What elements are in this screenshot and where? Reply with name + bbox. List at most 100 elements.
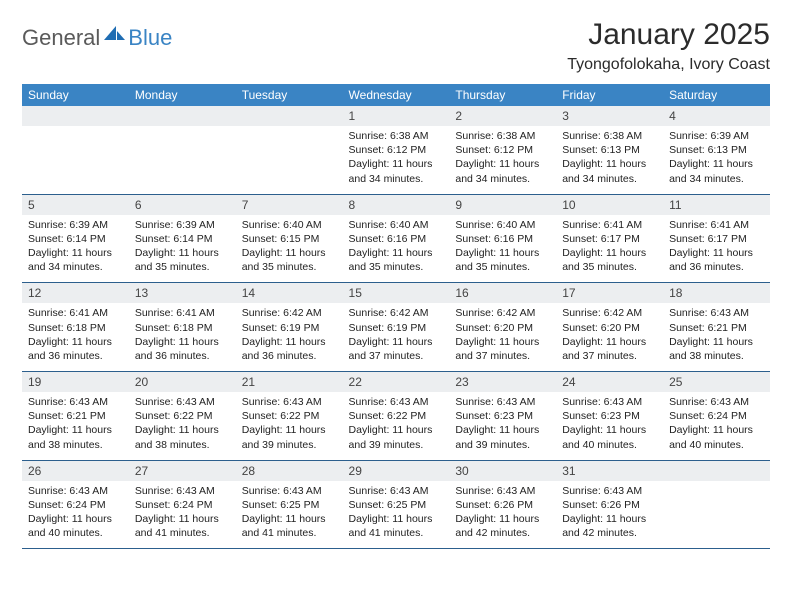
day-number: 13 xyxy=(129,283,236,303)
day-details: Sunrise: 6:41 AMSunset: 6:18 PMDaylight:… xyxy=(129,303,236,371)
sunrise-line: Sunrise: 6:43 AM xyxy=(349,395,444,409)
daylight-line: Daylight: 11 hours and 40 minutes. xyxy=(669,423,764,451)
day-cell xyxy=(22,106,129,194)
sunset-line: Sunset: 6:13 PM xyxy=(669,143,764,157)
day-number: 1 xyxy=(343,106,450,126)
day-number xyxy=(22,106,129,126)
day-details: Sunrise: 6:43 AMSunset: 6:22 PMDaylight:… xyxy=(343,392,450,460)
day-details xyxy=(129,126,236,184)
day-cell: 18Sunrise: 6:43 AMSunset: 6:21 PMDayligh… xyxy=(663,283,770,372)
sunrise-line: Sunrise: 6:43 AM xyxy=(28,484,123,498)
day-cell: 20Sunrise: 6:43 AMSunset: 6:22 PMDayligh… xyxy=(129,372,236,461)
day-cell: 30Sunrise: 6:43 AMSunset: 6:26 PMDayligh… xyxy=(449,460,556,549)
sunset-line: Sunset: 6:16 PM xyxy=(349,232,444,246)
day-number: 26 xyxy=(22,461,129,481)
day-number: 23 xyxy=(449,372,556,392)
daylight-line: Daylight: 11 hours and 41 minutes. xyxy=(349,512,444,540)
brand-logo: General Blue xyxy=(22,24,172,51)
day-cell: 22Sunrise: 6:43 AMSunset: 6:22 PMDayligh… xyxy=(343,372,450,461)
day-details: Sunrise: 6:39 AMSunset: 6:14 PMDaylight:… xyxy=(22,215,129,283)
daylight-line: Daylight: 11 hours and 35 minutes. xyxy=(242,246,337,274)
daylight-line: Daylight: 11 hours and 34 minutes. xyxy=(455,157,550,185)
day-cell: 24Sunrise: 6:43 AMSunset: 6:23 PMDayligh… xyxy=(556,372,663,461)
sunrise-line: Sunrise: 6:41 AM xyxy=(562,218,657,232)
daylight-line: Daylight: 11 hours and 37 minutes. xyxy=(455,335,550,363)
daylight-line: Daylight: 11 hours and 39 minutes. xyxy=(455,423,550,451)
title-block: January 2025 Tyongofolokaha, Ivory Coast xyxy=(567,18,770,74)
sunrise-line: Sunrise: 6:38 AM xyxy=(455,129,550,143)
day-details: Sunrise: 6:43 AMSunset: 6:21 PMDaylight:… xyxy=(663,303,770,371)
daylight-line: Daylight: 11 hours and 42 minutes. xyxy=(455,512,550,540)
day-cell: 29Sunrise: 6:43 AMSunset: 6:25 PMDayligh… xyxy=(343,460,450,549)
day-details: Sunrise: 6:41 AMSunset: 6:17 PMDaylight:… xyxy=(663,215,770,283)
sunrise-line: Sunrise: 6:43 AM xyxy=(562,395,657,409)
sunrise-line: Sunrise: 6:43 AM xyxy=(562,484,657,498)
day-details: Sunrise: 6:42 AMSunset: 6:20 PMDaylight:… xyxy=(556,303,663,371)
day-cell: 26Sunrise: 6:43 AMSunset: 6:24 PMDayligh… xyxy=(22,460,129,549)
day-cell: 31Sunrise: 6:43 AMSunset: 6:26 PMDayligh… xyxy=(556,460,663,549)
daylight-line: Daylight: 11 hours and 38 minutes. xyxy=(28,423,123,451)
day-header: Tuesday xyxy=(236,84,343,106)
day-cell: 11Sunrise: 6:41 AMSunset: 6:17 PMDayligh… xyxy=(663,194,770,283)
sunset-line: Sunset: 6:24 PM xyxy=(669,409,764,423)
sunset-line: Sunset: 6:14 PM xyxy=(28,232,123,246)
sunrise-line: Sunrise: 6:43 AM xyxy=(28,395,123,409)
daylight-line: Daylight: 11 hours and 42 minutes. xyxy=(562,512,657,540)
day-number: 30 xyxy=(449,461,556,481)
day-details: Sunrise: 6:43 AMSunset: 6:26 PMDaylight:… xyxy=(556,481,663,549)
day-details: Sunrise: 6:43 AMSunset: 6:22 PMDaylight:… xyxy=(129,392,236,460)
sunset-line: Sunset: 6:24 PM xyxy=(135,498,230,512)
day-details: Sunrise: 6:42 AMSunset: 6:19 PMDaylight:… xyxy=(236,303,343,371)
header: General Blue January 2025 Tyongofolokaha… xyxy=(22,18,770,74)
day-cell: 27Sunrise: 6:43 AMSunset: 6:24 PMDayligh… xyxy=(129,460,236,549)
sunrise-line: Sunrise: 6:42 AM xyxy=(242,306,337,320)
sunrise-line: Sunrise: 6:40 AM xyxy=(455,218,550,232)
day-cell xyxy=(129,106,236,194)
daylight-line: Daylight: 11 hours and 36 minutes. xyxy=(135,335,230,363)
sunset-line: Sunset: 6:22 PM xyxy=(242,409,337,423)
day-details xyxy=(236,126,343,184)
sunrise-line: Sunrise: 6:43 AM xyxy=(242,484,337,498)
sunrise-line: Sunrise: 6:42 AM xyxy=(349,306,444,320)
sunset-line: Sunset: 6:12 PM xyxy=(349,143,444,157)
day-header: Sunday xyxy=(22,84,129,106)
daylight-line: Daylight: 11 hours and 39 minutes. xyxy=(242,423,337,451)
sunrise-line: Sunrise: 6:39 AM xyxy=(28,218,123,232)
day-details: Sunrise: 6:38 AMSunset: 6:13 PMDaylight:… xyxy=(556,126,663,194)
day-details: Sunrise: 6:40 AMSunset: 6:16 PMDaylight:… xyxy=(343,215,450,283)
day-number xyxy=(663,461,770,481)
day-number: 24 xyxy=(556,372,663,392)
day-details: Sunrise: 6:40 AMSunset: 6:16 PMDaylight:… xyxy=(449,215,556,283)
day-cell: 16Sunrise: 6:42 AMSunset: 6:20 PMDayligh… xyxy=(449,283,556,372)
day-details xyxy=(663,481,770,539)
daylight-line: Daylight: 11 hours and 36 minutes. xyxy=(669,246,764,274)
sunset-line: Sunset: 6:16 PM xyxy=(455,232,550,246)
daylight-line: Daylight: 11 hours and 37 minutes. xyxy=(562,335,657,363)
sunset-line: Sunset: 6:23 PM xyxy=(455,409,550,423)
daylight-line: Daylight: 11 hours and 34 minutes. xyxy=(669,157,764,185)
day-number: 3 xyxy=(556,106,663,126)
sunrise-line: Sunrise: 6:43 AM xyxy=(135,484,230,498)
daylight-line: Daylight: 11 hours and 36 minutes. xyxy=(28,335,123,363)
sunset-line: Sunset: 6:12 PM xyxy=(455,143,550,157)
sunrise-line: Sunrise: 6:43 AM xyxy=(349,484,444,498)
sunrise-line: Sunrise: 6:40 AM xyxy=(242,218,337,232)
day-number: 21 xyxy=(236,372,343,392)
day-number: 16 xyxy=(449,283,556,303)
day-number: 19 xyxy=(22,372,129,392)
day-details: Sunrise: 6:43 AMSunset: 6:23 PMDaylight:… xyxy=(556,392,663,460)
day-header: Thursday xyxy=(449,84,556,106)
day-details: Sunrise: 6:40 AMSunset: 6:15 PMDaylight:… xyxy=(236,215,343,283)
day-cell: 9Sunrise: 6:40 AMSunset: 6:16 PMDaylight… xyxy=(449,194,556,283)
day-number: 15 xyxy=(343,283,450,303)
week-row: 19Sunrise: 6:43 AMSunset: 6:21 PMDayligh… xyxy=(22,372,770,461)
day-details: Sunrise: 6:43 AMSunset: 6:24 PMDaylight:… xyxy=(129,481,236,549)
day-details: Sunrise: 6:43 AMSunset: 6:26 PMDaylight:… xyxy=(449,481,556,549)
day-cell: 10Sunrise: 6:41 AMSunset: 6:17 PMDayligh… xyxy=(556,194,663,283)
sunset-line: Sunset: 6:23 PM xyxy=(562,409,657,423)
sunset-line: Sunset: 6:19 PM xyxy=(349,321,444,335)
day-details: Sunrise: 6:43 AMSunset: 6:25 PMDaylight:… xyxy=(343,481,450,549)
day-cell: 2Sunrise: 6:38 AMSunset: 6:12 PMDaylight… xyxy=(449,106,556,194)
day-details: Sunrise: 6:42 AMSunset: 6:20 PMDaylight:… xyxy=(449,303,556,371)
sunset-line: Sunset: 6:25 PM xyxy=(349,498,444,512)
